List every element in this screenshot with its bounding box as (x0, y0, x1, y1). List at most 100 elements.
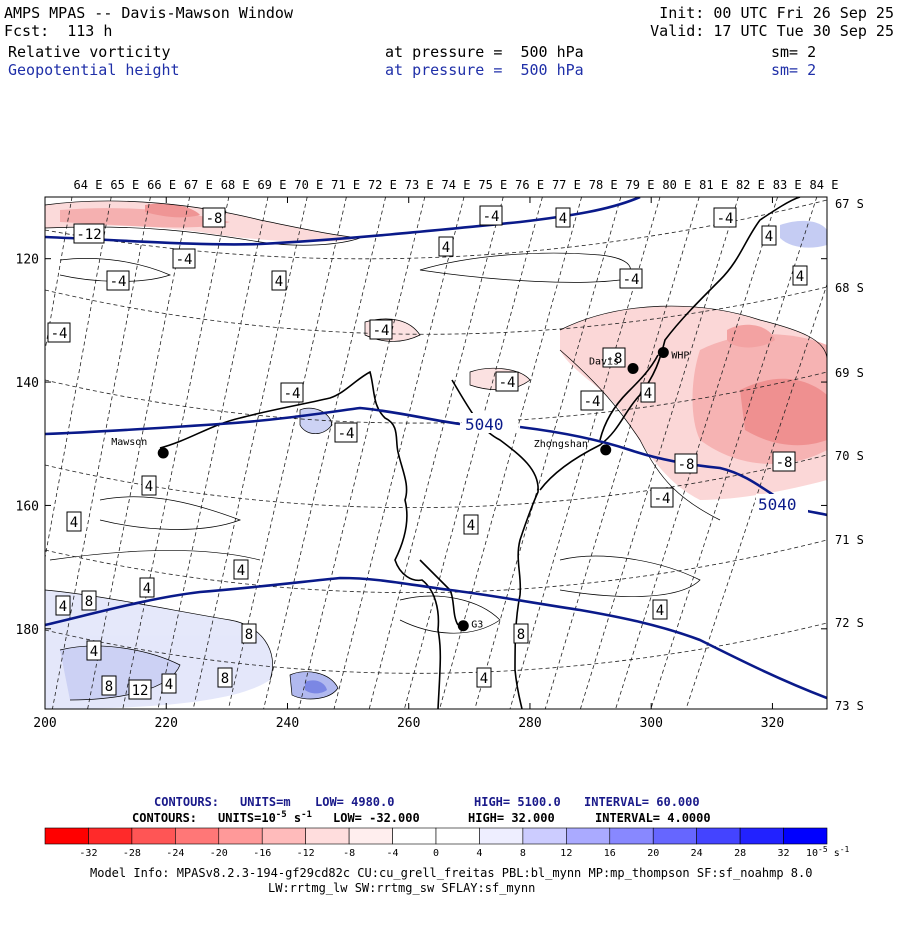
svg-text:4: 4 (165, 677, 173, 693)
vorticity-contour-label: -4 (369, 319, 393, 340)
field2-smooth: sm= 2 (771, 61, 817, 79)
lon-label: 81 E (699, 178, 728, 192)
plot-frame (44, 196, 828, 710)
meridian-line (298, 197, 426, 709)
svg-text:4: 4 (796, 269, 804, 285)
meridian-line (650, 197, 818, 709)
colorbar-tick-label: -12 (297, 848, 315, 859)
svg-text:-4: -4 (338, 426, 355, 442)
legend-low-1: LOW= 4980.0 (315, 795, 394, 809)
lon-label: 76 E (515, 178, 544, 192)
lat-label: 68 S (835, 281, 864, 295)
colorbar-tick-label: 0 (433, 848, 439, 859)
lon-label: 65 E (110, 178, 139, 192)
lon-label: 78 E (589, 178, 618, 192)
colorbar-swatch (566, 827, 611, 845)
legend-low-2: LOW= -32.000 (333, 811, 420, 825)
colorbar-swatch (696, 827, 741, 845)
svg-text:-4: -4 (483, 209, 500, 225)
svg-text:-8: -8 (776, 455, 793, 471)
vorticity-contour-label: 4 (66, 511, 82, 532)
meridian-line (439, 197, 582, 709)
vorticity-contour-label: 4 (555, 207, 571, 228)
svg-text:4: 4 (442, 240, 450, 256)
vorticity-contour-label: 4 (792, 265, 808, 286)
legend-high-2: HIGH= 32.000 (468, 811, 555, 825)
colorbar-swatch (392, 827, 437, 845)
svg-text:8: 8 (245, 627, 253, 643)
valid-time: Valid: 17 UTC Tue 30 Sep 25 (650, 22, 894, 40)
colorbar-tick-label: 24 (691, 848, 703, 859)
y-tick-label: 180 (16, 623, 39, 638)
colorbar (44, 827, 828, 845)
vorticity-contour-label: 8 (101, 675, 117, 696)
svg-text:Mawson: Mawson (111, 437, 147, 448)
colorbar-tick-label: 20 (647, 848, 659, 859)
vorticity-contour-label: -12 (73, 223, 105, 244)
colorbar-swatch (44, 827, 89, 845)
colorbar-tick-label: -20 (210, 848, 228, 859)
svg-text:G3: G3 (471, 620, 483, 631)
lon-label: 71 E (331, 178, 360, 192)
x-tick-label: 220 (154, 716, 177, 731)
station-zhongshan: Zhongshan (534, 439, 612, 456)
colorbar-swatch (261, 827, 306, 845)
vorticity-contour-label: 4 (652, 599, 668, 620)
svg-text:4: 4 (467, 518, 475, 534)
svg-text:-4: -4 (373, 323, 390, 339)
lon-label: 66 E (147, 178, 176, 192)
lon-label: 69 E (258, 178, 287, 192)
colorbar-swatch (479, 827, 524, 845)
colorbar-swatch (348, 827, 393, 845)
vorticity-contour-label: 8 (81, 590, 97, 611)
station-davis: Davis (589, 356, 639, 374)
svg-text:8: 8 (105, 679, 113, 695)
vorticity-contour-label: -4 (172, 248, 196, 269)
meridian-line (544, 197, 700, 709)
svg-text:-4: -4 (499, 375, 516, 391)
y-axis-ticks: 120 140 160 180 (16, 253, 39, 638)
legend: CONTOURS: UNITS=m LOW= 4980.0 HIGH= 5100… (44, 795, 850, 895)
meridian-line (368, 197, 504, 709)
meridian-line (404, 197, 543, 709)
right-lat-labels: 67 S 68 S 69 S 70 S 71 S 72 S 73 S (835, 197, 864, 713)
colorbar-swatch (609, 827, 654, 845)
lon-label: 70 E (294, 178, 323, 192)
station-mawson: Mawson (111, 437, 169, 459)
vorticity-contour-label: -4 (650, 487, 674, 508)
svg-text:Davis: Davis (589, 356, 619, 367)
svg-text:4: 4 (59, 599, 67, 615)
colorbar-swatch (175, 827, 220, 845)
x-tick-label: 280 (518, 716, 541, 731)
colorbar-swatch (522, 827, 567, 845)
vorticity-contour-label: -4 (495, 371, 519, 392)
legend-units-1: UNITS=m (240, 795, 291, 809)
stations: Mawson Davis WHP Zhongshan G3 (111, 346, 689, 632)
vorticity-contour-label: -4 (580, 390, 604, 411)
height-label-2: 5040 (758, 495, 797, 514)
colorbar-tick-label: -8 (343, 848, 355, 859)
svg-text:4: 4 (559, 211, 567, 227)
x-tick-label: 300 (639, 716, 662, 731)
colorbar-tick-label: 32 (778, 848, 790, 859)
svg-text:4: 4 (145, 479, 153, 495)
colorbar-tick-label: -32 (79, 848, 97, 859)
svg-text:4: 4 (90, 644, 98, 660)
colorbar-ticks: -32 -28 -24 -20 -16 -12 -8 -4 0 4 8 12 16 20 24 28 32 (79, 848, 789, 859)
meridian-line (87, 197, 190, 709)
meridian-line (45, 197, 73, 353)
meridian-line (157, 197, 269, 709)
svg-text:4: 4 (656, 603, 664, 619)
vorticity-contour-label: 4 (55, 595, 71, 616)
svg-text:-4: -4 (110, 274, 127, 290)
legend-interval-1: INTERVAL= 60.000 (584, 795, 700, 809)
vorticity-contour-label: 4 (761, 225, 777, 246)
svg-text:-4: -4 (654, 491, 671, 507)
vorticity-contour-label: 4 (463, 514, 479, 535)
vorticity-contour-label: -4 (280, 382, 304, 403)
colorbar-tick-label: -16 (253, 848, 271, 859)
vorticity-contour-label: 4 (476, 667, 492, 688)
svg-text:4: 4 (644, 386, 652, 402)
y-tick-label: 120 (16, 253, 39, 268)
colorbar-tick-label: 8 (520, 848, 526, 859)
